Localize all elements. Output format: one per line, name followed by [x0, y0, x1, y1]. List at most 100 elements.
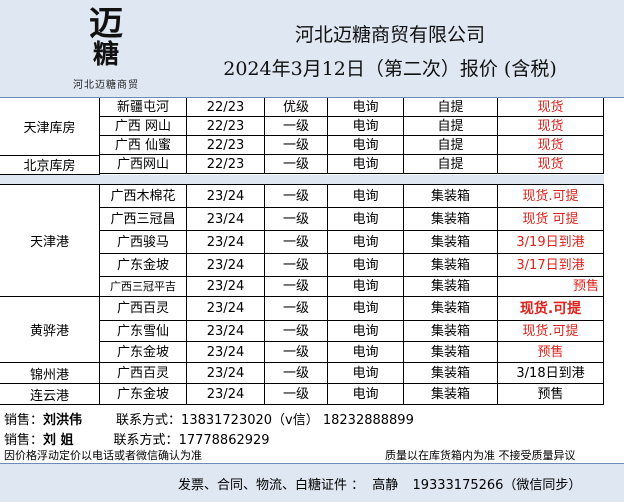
price-cell: 电询: [328, 98, 404, 117]
sales-name: 刘 姐: [43, 433, 74, 448]
contact-phone[interactable]: 19333175266（微信同步）: [412, 478, 582, 493]
table-row: 广西木棉花 23/24 一级 电询 集装箱 现货.可提: [0, 185, 604, 208]
grade-cell: 一级: [265, 342, 328, 363]
price-cell: 电询: [328, 277, 404, 297]
status-cell: 3/19日到港: [498, 231, 604, 254]
delivery-cell: 集装箱: [404, 363, 498, 384]
season-cell: 23/24: [187, 297, 265, 321]
origin-cell: 广西骏马: [100, 231, 187, 254]
origin-cell: 新疆屯河: [100, 98, 187, 117]
table-row: 广西三冠昌 23/24 一级 电询 集装箱 现货 可提: [0, 208, 604, 231]
table-row: 广西三冠平吉 23/24 一级 电询 集装箱 预售: [0, 277, 604, 297]
origin-cell: 广西网山: [100, 155, 187, 174]
footer-banner: 发票、合同、物流、白糖证件 ： 高静 19333175266（微信同步）: [0, 463, 624, 502]
delivery-cell: 自提: [404, 117, 498, 136]
delivery-cell: 集装箱: [404, 185, 498, 208]
grade-cell: 一级: [265, 155, 328, 174]
contact-label: 联系方式：: [116, 413, 182, 428]
price-note: 因价格浮动定价以电话或者微信确认为准: [4, 449, 202, 462]
table-row: 广西网山 22/23 一级 电询 自提 现货: [0, 155, 604, 174]
status-cell: 现货: [498, 155, 604, 174]
grade-cell: 一级: [265, 208, 328, 231]
delivery-cell: 集装箱: [404, 384, 498, 405]
location-cell: 天津港: [0, 185, 100, 297]
table-row: 广东金坡 23/24 一级 电询 集装箱 3/17日到港: [0, 254, 604, 277]
location-cell: 黄骅港: [0, 297, 100, 363]
sales-line-1: 销售：刘洪伟 联系方式：13831723020（v信） 18232888899: [4, 409, 414, 428]
location-cell: 连云港: [0, 384, 100, 405]
sales-phone[interactable]: 17778862929: [178, 433, 270, 448]
season-cell: 23/24: [187, 185, 265, 208]
grade-cell: 一级: [265, 136, 328, 155]
grade-cell: 一级: [265, 231, 328, 254]
origin-cell: 广西三冠平吉: [100, 277, 187, 297]
status-cell: 现货.可提: [498, 185, 604, 208]
status-cell: 3/18日到港: [498, 363, 604, 384]
grade-cell: 一级: [265, 185, 328, 208]
price-cell: 电询: [328, 155, 404, 174]
status-cell: 预售: [498, 277, 604, 297]
table-row: 广东金坡 23/24 一级 电询 集装箱 预售: [0, 384, 604, 405]
table-row: 广东雪仙 23/24 一级 电询 集装箱 现货.可提: [0, 321, 604, 342]
delivery-cell: 集装箱: [404, 342, 498, 363]
delivery-cell: 自提: [404, 155, 498, 174]
delivery-cell: 集装箱: [404, 277, 498, 297]
origin-cell: 广西 网山: [100, 117, 187, 136]
price-subtitle: 2024年3月12日（第二次）报价 (含税): [223, 58, 557, 80]
grade-cell: 一级: [265, 363, 328, 384]
sales-label: 销售：: [4, 413, 44, 428]
season-cell: 22/23: [187, 117, 265, 136]
sales-name: 刘洪伟: [43, 413, 83, 428]
price-cell: 电询: [328, 185, 404, 208]
grade-cell: 一级: [265, 321, 328, 342]
company-name: 河北迈糖商贸有限公司: [294, 24, 485, 46]
table-row: 广西 网山 22/23 一级 电询 自提 现货: [0, 117, 604, 136]
origin-cell: 广西百灵: [100, 363, 187, 384]
status-cell: 现货: [498, 117, 604, 136]
origin-cell: 广西 仙蜜: [100, 136, 187, 155]
section-divider: [0, 175, 604, 185]
season-cell: 23/24: [187, 363, 265, 384]
origin-cell: 广西三冠昌: [100, 208, 187, 231]
status-cell: 预售: [498, 342, 604, 363]
table-row: 广西百灵 23/24 一级 电询 集装箱 3/18日到港: [0, 363, 604, 384]
logo-subtitle: 河北迈糖商贸: [73, 80, 139, 91]
season-cell: 23/24: [187, 277, 265, 297]
contact-label: 联系方式：: [113, 433, 179, 448]
contact-name: 高静: [372, 478, 399, 493]
sales-phone[interactable]: 13831723020（v信） 18232888899: [181, 413, 414, 428]
status-cell: 预售: [498, 384, 604, 405]
delivery-cell: 自提: [404, 136, 498, 155]
delivery-cell: 集装箱: [404, 254, 498, 277]
delivery-cell: 集装箱: [404, 297, 498, 321]
season-cell: 23/24: [187, 208, 265, 231]
company-logo: 迈 糖 河北迈糖商贸: [62, 4, 150, 92]
origin-cell: 广西木棉花: [100, 185, 187, 208]
price-cell: 电询: [328, 321, 404, 342]
services-line: 发票、合同、物流、白糖证件 ： 高静 19333175266（微信同步）: [178, 474, 581, 493]
location-cell: 天津库房: [0, 98, 100, 156]
origin-cell: 广东金坡: [100, 342, 187, 363]
season-cell: 23/24: [187, 384, 265, 405]
origin-cell: 广东雪仙: [100, 321, 187, 342]
grade-cell: 一级: [265, 254, 328, 277]
season-cell: 22/23: [187, 155, 265, 174]
header-banner: 迈 糖 河北迈糖商贸 河北迈糖商贸有限公司 2024年3月12日（第二次）报价 …: [0, 0, 624, 98]
logo-char-2: 糖: [92, 40, 119, 70]
grade-cell: 优级: [265, 98, 328, 117]
table-row: 广西骏马 23/24 一级 电询 集装箱 3/19日到港: [0, 231, 604, 254]
origin-cell: 广东金坡: [100, 254, 187, 277]
grade-cell: 一级: [265, 384, 328, 405]
season-cell: 23/24: [187, 254, 265, 277]
price-cell: 电询: [328, 342, 404, 363]
origin-cell: 广东金坡: [100, 384, 187, 405]
season-cell: 23/24: [187, 231, 265, 254]
price-table-lower: 天津港 广西木棉花 23/24 一级 电询 集装箱 现货.可提 广西三冠昌 23…: [0, 185, 604, 405]
origin-cell: 广西百灵: [100, 297, 187, 321]
grade-cell: 一级: [265, 117, 328, 136]
table-row: 广西 仙蜜 22/23 一级 电询 自提 现货: [0, 136, 604, 155]
status-cell: 现货.可提: [498, 297, 604, 321]
price-cell: 电询: [328, 297, 404, 321]
price-cell: 电询: [328, 384, 404, 405]
status-cell: 现货: [498, 136, 604, 155]
